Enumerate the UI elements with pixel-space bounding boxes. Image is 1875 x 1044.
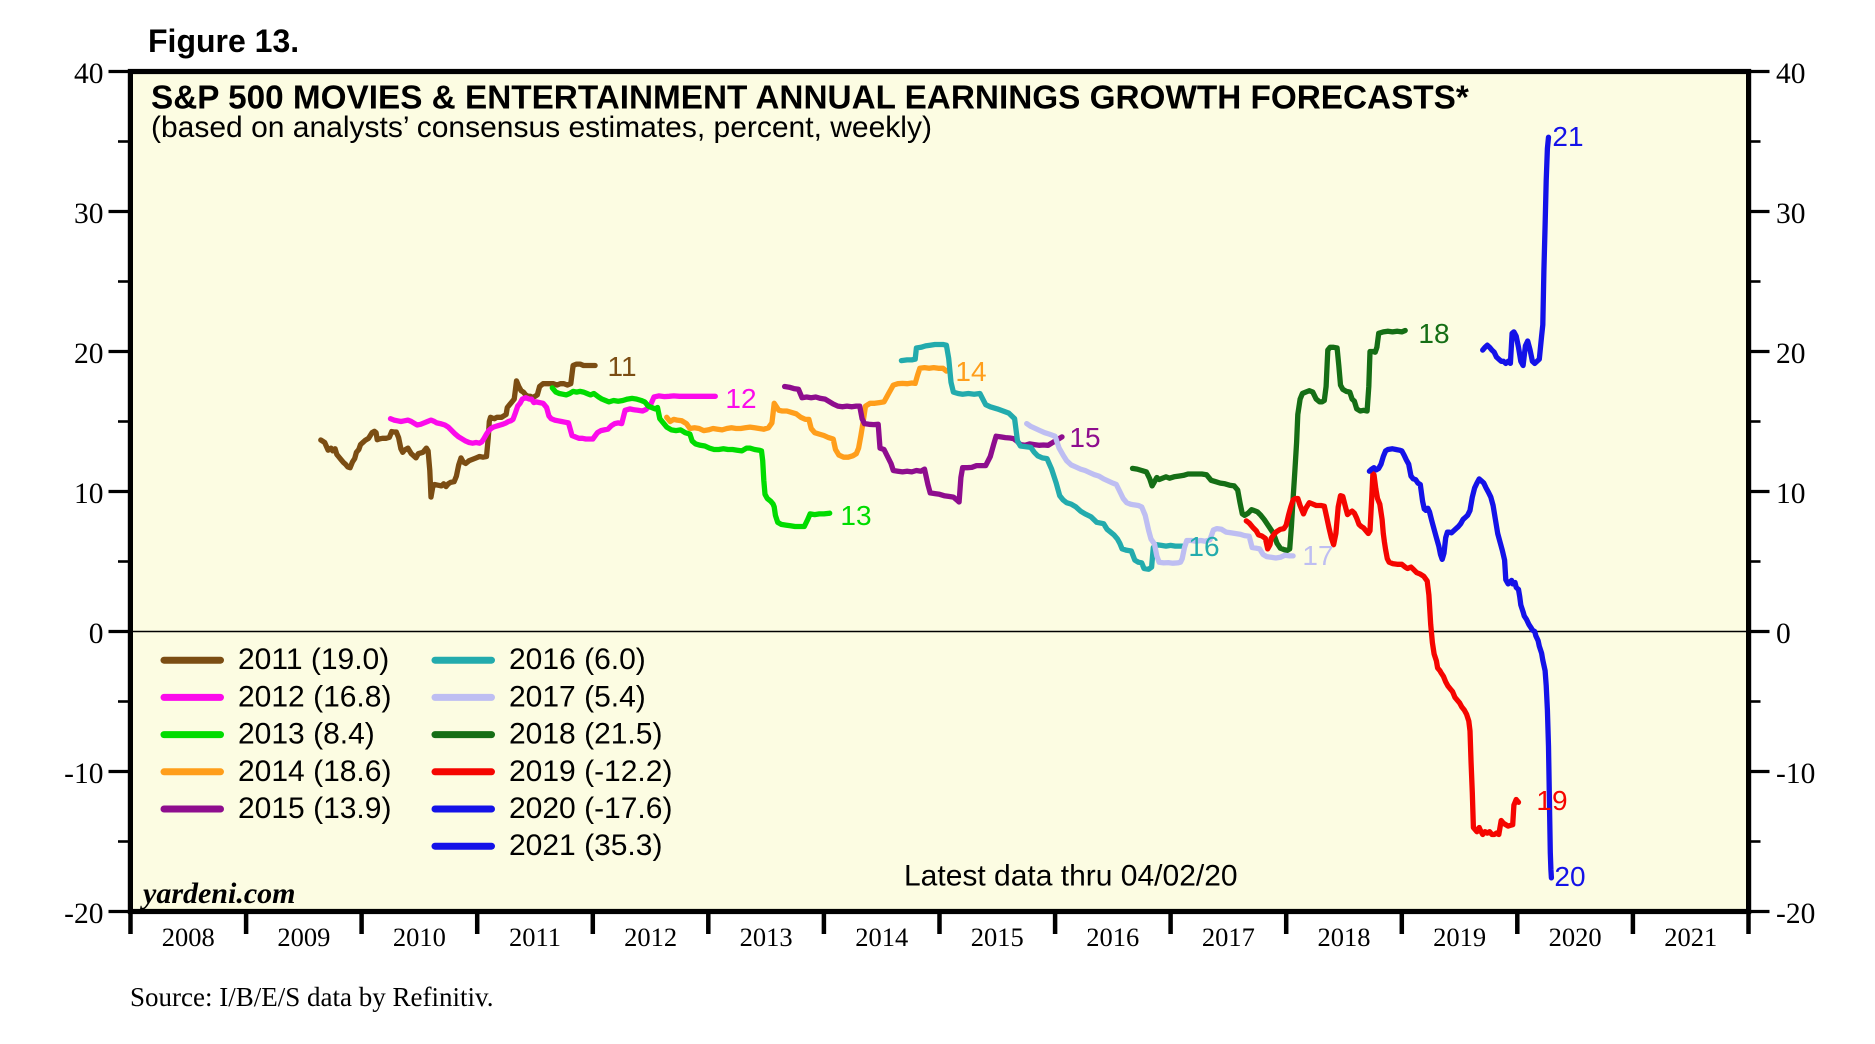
svg-text:15: 15 xyxy=(1069,422,1100,453)
svg-text:2015 (13.9): 2015 (13.9) xyxy=(238,792,391,825)
svg-text:2020 (-17.6): 2020 (-17.6) xyxy=(509,792,672,825)
svg-text:0: 0 xyxy=(89,618,104,650)
svg-text:2011: 2011 xyxy=(509,922,561,952)
svg-text:0: 0 xyxy=(1776,618,1791,650)
svg-text:2013: 2013 xyxy=(740,922,793,952)
svg-text:2013 (8.4): 2013 (8.4) xyxy=(238,718,375,751)
svg-text:2016 (6.0): 2016 (6.0) xyxy=(509,643,646,676)
svg-text:2017 (5.4): 2017 (5.4) xyxy=(509,680,646,713)
svg-text:2021: 2021 xyxy=(1664,922,1717,952)
svg-text:2012 (16.8): 2012 (16.8) xyxy=(238,680,391,713)
svg-text:2017: 2017 xyxy=(1202,922,1255,952)
svg-text:10: 10 xyxy=(1776,478,1806,510)
svg-text:2018 (21.5): 2018 (21.5) xyxy=(509,718,662,751)
svg-text:yardeni.com: yardeni.com xyxy=(140,877,295,910)
svg-text:2012: 2012 xyxy=(624,922,677,952)
svg-text:2019 (-12.2): 2019 (-12.2) xyxy=(509,755,672,788)
svg-text:S&P 500 MOVIES & ENTERTAINMENT: S&P 500 MOVIES & ENTERTAINMENT ANNUAL EA… xyxy=(151,80,1469,117)
svg-text:2014 (18.6): 2014 (18.6) xyxy=(238,755,391,788)
svg-text:40: 40 xyxy=(74,58,104,90)
svg-text:40: 40 xyxy=(1776,58,1806,90)
svg-text:12: 12 xyxy=(725,383,756,414)
svg-text:10: 10 xyxy=(74,478,104,510)
svg-text:20: 20 xyxy=(1776,338,1806,370)
svg-text:2016: 2016 xyxy=(1086,922,1139,952)
svg-text:2008: 2008 xyxy=(162,922,215,952)
svg-text:21: 21 xyxy=(1552,121,1583,152)
svg-text:2019: 2019 xyxy=(1433,922,1486,952)
svg-text:-10: -10 xyxy=(64,758,103,790)
svg-text:11: 11 xyxy=(607,351,636,382)
svg-text:Figure 13.: Figure 13. xyxy=(148,23,299,59)
svg-text:-20: -20 xyxy=(64,898,103,930)
svg-text:2014: 2014 xyxy=(855,922,908,952)
svg-text:(based on analysts’ consensus: (based on analysts’ consensus estimates,… xyxy=(151,111,932,144)
svg-text:2015: 2015 xyxy=(971,922,1024,952)
svg-text:30: 30 xyxy=(1776,198,1806,230)
svg-text:2011 (19.0): 2011 (19.0) xyxy=(238,643,389,676)
svg-text:20: 20 xyxy=(1554,861,1585,892)
svg-text:Source: I/B/E/S data by Refini: Source: I/B/E/S data by Refinitiv. xyxy=(130,982,493,1012)
svg-text:-20: -20 xyxy=(1776,898,1815,930)
svg-text:2018: 2018 xyxy=(1318,922,1371,952)
svg-text:2010: 2010 xyxy=(393,922,446,952)
svg-text:20: 20 xyxy=(74,338,104,370)
svg-text:2021 (35.3): 2021 (35.3) xyxy=(509,829,662,862)
svg-text:19: 19 xyxy=(1536,785,1567,816)
svg-text:2009: 2009 xyxy=(277,922,330,952)
svg-text:14: 14 xyxy=(955,356,986,387)
svg-text:2020: 2020 xyxy=(1549,922,1602,952)
svg-text:-10: -10 xyxy=(1776,758,1815,790)
svg-text:13: 13 xyxy=(840,500,871,531)
svg-text:16: 16 xyxy=(1188,531,1219,562)
svg-text:17: 17 xyxy=(1302,540,1333,571)
svg-text:30: 30 xyxy=(74,198,104,230)
svg-text:Latest data thru 04/02/20: Latest data thru 04/02/20 xyxy=(904,860,1238,893)
svg-text:18: 18 xyxy=(1418,318,1449,349)
